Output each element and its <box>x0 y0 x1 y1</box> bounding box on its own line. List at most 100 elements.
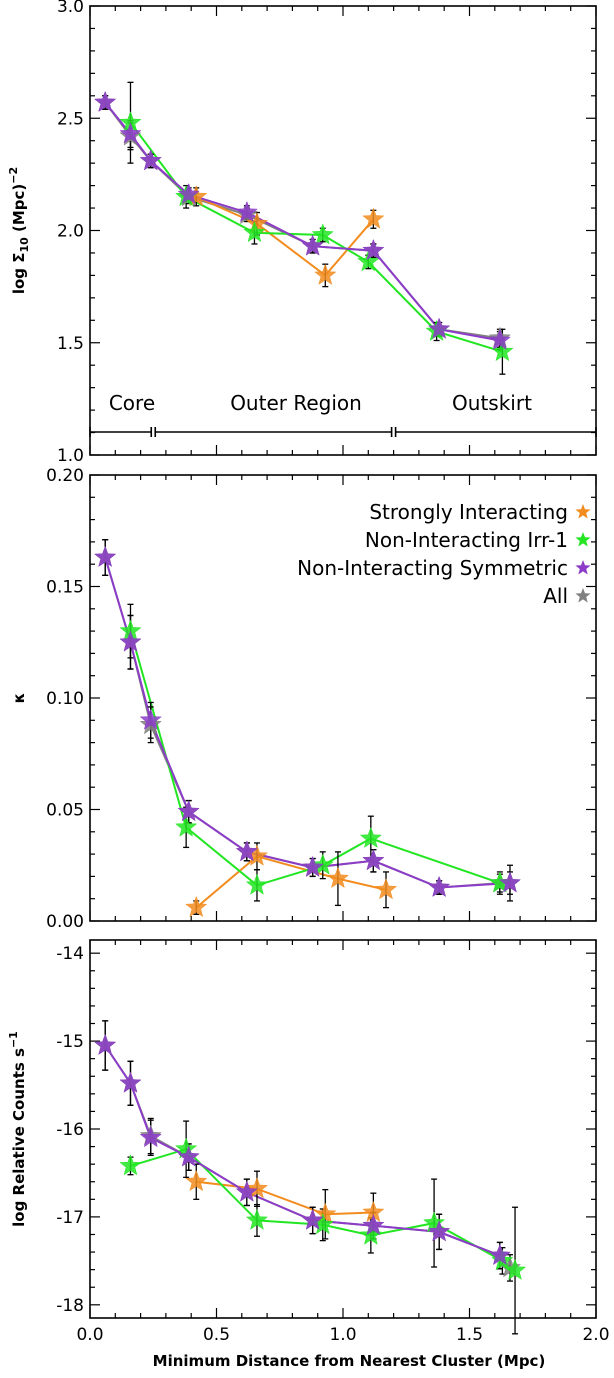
y-tick-label: 0.00 <box>46 912 84 932</box>
series-line <box>104 557 510 889</box>
data-point-sym <box>119 1071 142 1093</box>
x-tick-label: 0.5 <box>203 1325 230 1345</box>
data-point-sym <box>119 122 142 144</box>
x-tick-label: 1.5 <box>456 1325 483 1345</box>
series-sym <box>104 101 501 342</box>
data-point-strong <box>362 207 385 229</box>
plot-frame <box>89 5 597 456</box>
series-line <box>129 122 503 353</box>
data-point-strong <box>185 895 208 918</box>
y-tick-label: 2.5 <box>57 109 84 129</box>
data-point-sym <box>488 328 511 350</box>
series-all <box>104 1044 511 1269</box>
legend-marker-all <box>575 588 591 603</box>
data-point-irr <box>503 1258 527 1280</box>
data-point-sym <box>235 840 258 862</box>
y-tick-label: 0.15 <box>46 578 84 598</box>
y-tick-label: -14 <box>56 944 84 964</box>
panel-top-density: 1.0 1.5 2.0 2.5 3.0 log Σ10 (Mpc)−2 Core Outer … <box>7 0 597 466</box>
series-line <box>104 101 501 340</box>
data-point-irr <box>119 1154 142 1176</box>
series-irr <box>129 122 503 353</box>
legend-label: Strongly Interacting <box>369 500 568 524</box>
region-label: Core <box>109 391 155 415</box>
data-point-sym <box>498 871 522 893</box>
y-tick-label: -17 <box>56 1208 84 1228</box>
data-point-sym <box>235 200 258 222</box>
series-all <box>104 557 510 889</box>
data-point-sym <box>428 1220 451 1242</box>
legend-label: Non-Interacting Irr-1 <box>365 528 568 552</box>
data-point-sym <box>139 1126 162 1148</box>
data-point-irr <box>245 873 269 895</box>
data-point-strong <box>185 1169 208 1192</box>
legend-marker-irr <box>575 532 591 547</box>
data-point-sym <box>301 234 324 256</box>
y-tick-label: 1.0 <box>57 446 84 466</box>
data-point-sym <box>362 849 385 871</box>
data-point-sym <box>94 90 117 112</box>
data-point-sym <box>488 1243 511 1266</box>
y-tick-label: -18 <box>56 1296 84 1316</box>
data-point-irr <box>357 250 380 272</box>
y-tick-label: 3.0 <box>57 0 84 17</box>
data-point-sym <box>301 1208 324 1230</box>
x-tick-label: 2.0 <box>582 1325 609 1345</box>
series-sym <box>104 557 511 889</box>
data-point-sym <box>362 238 385 261</box>
series-line <box>196 1180 374 1216</box>
data-point-sym <box>139 708 162 730</box>
y-axis-title: κ <box>10 693 28 704</box>
legend-marker-sym <box>575 560 591 575</box>
y-axis-title: log Relative Counts s−1 <box>7 1031 28 1227</box>
data-point-sym <box>139 149 162 171</box>
data-point-irr <box>245 1208 269 1230</box>
series-line <box>129 630 501 887</box>
y-tick-label: -15 <box>56 1032 84 1052</box>
series-strong <box>196 1180 374 1216</box>
data-point-strong <box>374 878 398 900</box>
y-tick-label: 2.0 <box>57 222 84 242</box>
data-point-irr <box>243 220 266 243</box>
data-point-sym <box>428 317 451 339</box>
series-line <box>195 195 375 277</box>
data-point-strong <box>326 866 350 889</box>
series-all <box>104 101 501 340</box>
series-line <box>104 557 511 889</box>
data-point-sym <box>235 1180 258 1202</box>
series-irr <box>130 1148 516 1272</box>
y-tick-label: -16 <box>56 1120 84 1140</box>
data-point-strong <box>245 1177 269 1199</box>
data-point-irr <box>311 223 334 245</box>
data-point-strong <box>314 263 337 285</box>
y-tick-label: 0.10 <box>46 689 84 709</box>
y-tick-label: 1.5 <box>57 334 84 354</box>
data-point-strong <box>314 1202 337 1224</box>
legend-label: Non-Interacting Symmetric <box>297 556 568 580</box>
legend-label: All <box>543 584 568 608</box>
data-point-sym <box>177 182 200 205</box>
plot-frame <box>89 939 597 1319</box>
y-tick-label: 0.20 <box>46 466 84 486</box>
series-line <box>104 1044 511 1269</box>
series-strong <box>195 195 375 277</box>
legend-marker-strong <box>575 504 591 519</box>
data-point-sym <box>119 630 142 652</box>
y-axis-title: log Σ10 (Mpc)−2 <box>7 167 31 294</box>
data-point-irr <box>422 1211 446 1233</box>
data-point-sym <box>177 1145 200 1167</box>
region-label: Outer Region <box>230 391 362 415</box>
series-line <box>104 101 501 342</box>
series-strong <box>195 855 387 909</box>
panel-bottom-relative-counts: 0.0 0.5 1.0 1.5 2.0 -18 -17 -16 -15 -14 log Relati… <box>7 939 610 1345</box>
data-point-sym <box>94 1033 117 1055</box>
region-label: Outskirt <box>452 391 532 415</box>
data-point-irr <box>359 826 382 848</box>
y-tick-label: 0.05 <box>46 801 84 821</box>
series-line <box>130 1148 516 1272</box>
data-point-sym <box>362 1213 385 1236</box>
data-point-sym <box>301 855 324 877</box>
data-point-sym <box>94 545 117 567</box>
data-point-irr <box>175 815 198 837</box>
